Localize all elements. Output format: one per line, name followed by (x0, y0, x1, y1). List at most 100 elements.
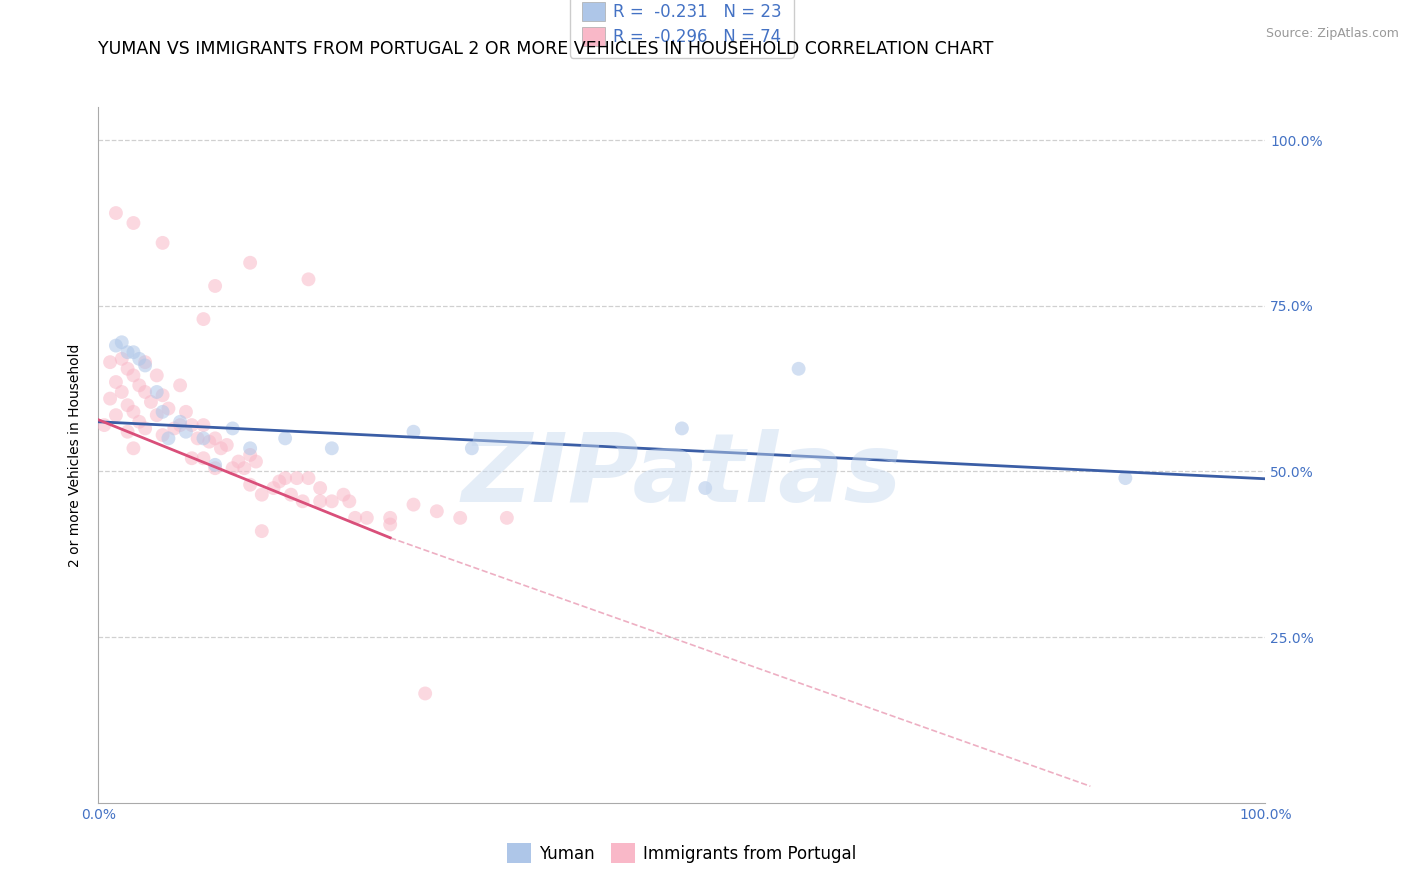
Point (111, 335, 134, 350)
Point (117, 398, 139, 412)
Point (128, 351, 150, 366)
Point (104, 206, 127, 220)
Point (122, 216, 145, 230)
Point (309, 494, 332, 508)
Point (274, 431, 297, 445)
Point (337, 494, 360, 508)
Point (122, 345, 145, 359)
Point (274, 471, 297, 485)
Point (221, 421, 243, 435)
Point (193, 312, 215, 326)
Point (117, 361, 139, 376)
Point (402, 425, 425, 439)
Point (117, 425, 139, 439)
Point (356, 511, 378, 525)
Point (402, 498, 425, 512)
Point (280, 488, 302, 502)
Point (134, 421, 156, 435)
Point (174, 405, 197, 419)
Point (228, 454, 250, 468)
Point (198, 434, 221, 449)
Point (204, 461, 226, 475)
Point (297, 471, 319, 485)
Point (332, 488, 354, 502)
Point (215, 438, 238, 452)
Point (250, 524, 273, 538)
Point (269, 475, 291, 489)
Point (98, 355, 121, 369)
Point (163, 421, 186, 435)
Point (787, 361, 810, 376)
Point (128, 415, 150, 429)
Point (134, 359, 156, 373)
Point (104, 408, 127, 422)
Point (128, 378, 150, 392)
Point (111, 351, 134, 366)
Legend: Yuman, Immigrants from Portugal: Yuman, Immigrants from Portugal (499, 835, 865, 871)
Point (344, 511, 367, 525)
Point (426, 504, 449, 518)
Text: ZIPatlas: ZIPatlas (461, 429, 903, 523)
Point (495, 511, 517, 525)
Point (1114, 471, 1136, 485)
Point (297, 272, 319, 286)
Point (146, 384, 169, 399)
Point (152, 388, 174, 402)
Point (169, 378, 191, 392)
Point (378, 517, 402, 532)
Point (262, 481, 284, 495)
Point (117, 345, 139, 359)
Point (449, 511, 471, 525)
Point (187, 431, 209, 445)
Point (204, 458, 226, 472)
Point (461, 442, 484, 456)
Point (104, 338, 127, 352)
Y-axis label: 2 or more Vehicles in Household: 2 or more Vehicles in Household (69, 343, 83, 566)
Point (239, 477, 262, 491)
Point (193, 451, 215, 466)
Point (239, 442, 262, 456)
Point (239, 448, 262, 462)
Point (152, 405, 174, 419)
Point (152, 428, 174, 442)
Point (250, 488, 273, 502)
Point (180, 418, 202, 433)
Point (146, 408, 169, 422)
Point (245, 454, 267, 468)
Point (695, 481, 717, 495)
Point (221, 461, 243, 475)
Point (98, 392, 121, 406)
Point (671, 421, 693, 435)
Point (122, 442, 145, 456)
Text: YUMAN VS IMMIGRANTS FROM PORTUGAL 2 OR MORE VEHICLES IN HOUSEHOLD CORRELATION CH: YUMAN VS IMMIGRANTS FROM PORTUGAL 2 OR M… (98, 40, 994, 58)
Point (321, 442, 343, 456)
Point (134, 355, 156, 369)
Point (111, 384, 134, 399)
Point (134, 384, 156, 399)
Point (152, 235, 174, 250)
Point (378, 511, 402, 525)
Point (204, 279, 226, 293)
Point (146, 368, 169, 383)
Point (122, 405, 145, 419)
Point (180, 451, 202, 466)
Point (413, 686, 436, 700)
Point (169, 418, 191, 433)
Point (291, 494, 314, 508)
Point (285, 471, 308, 485)
Point (209, 442, 232, 456)
Point (321, 494, 343, 508)
Point (193, 431, 215, 445)
Text: Source: ZipAtlas.com: Source: ZipAtlas.com (1265, 27, 1399, 40)
Point (122, 368, 145, 383)
Point (139, 395, 162, 409)
Point (309, 481, 332, 495)
Point (104, 375, 127, 389)
Point (169, 415, 191, 429)
Point (204, 431, 226, 445)
Point (157, 431, 180, 445)
Point (233, 461, 256, 475)
Point (193, 418, 215, 433)
Point (239, 256, 262, 270)
Point (157, 401, 180, 416)
